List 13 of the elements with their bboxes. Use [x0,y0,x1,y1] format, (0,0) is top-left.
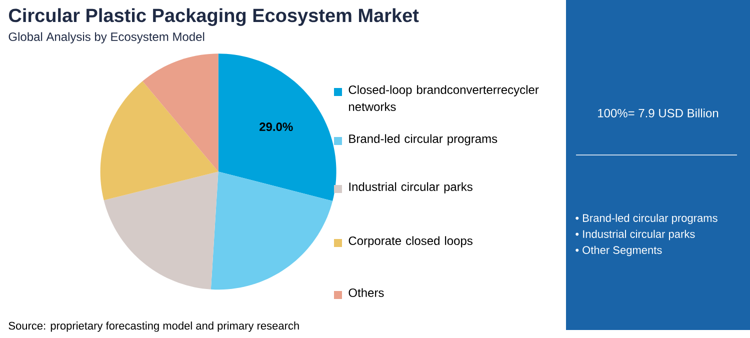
legend-label: Industrial circular parks [349,182,472,194]
legend-label: Closed-loop brandconverterrecycler networks [348,85,539,112]
chart-subtitle: Global Analysis by Ecosystem Model [8,32,204,44]
source-note: Source: proprietary forecasting model and primary research [8,322,299,332]
legend-label: Corporate closed loops [348,236,472,248]
legend-label: Others [348,288,384,298]
legend-label: Brand-led circular programs [349,134,498,146]
data-label: 29.0% [260,122,293,132]
chart-title: Circular Plastic Packaging Ecosystem Market [8,8,419,26]
text: • Other Segments [576,246,662,256]
text: • Industrial circular parks [576,230,695,240]
text: • Brand-led circular programs [576,214,718,224]
text: 100%= 7.9 USD Billion [598,108,718,118]
